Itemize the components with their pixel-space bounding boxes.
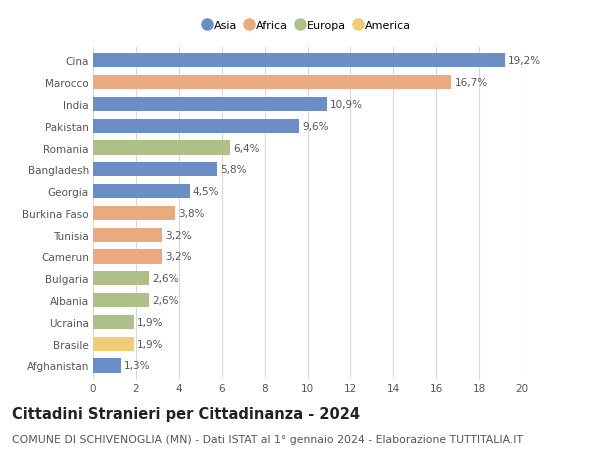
Bar — [93, 250, 161, 264]
Text: 9,6%: 9,6% — [302, 122, 329, 131]
Bar — [93, 228, 161, 242]
Text: 6,4%: 6,4% — [233, 143, 260, 153]
Text: 10,9%: 10,9% — [330, 100, 363, 110]
Text: 4,5%: 4,5% — [193, 187, 219, 197]
Text: 5,8%: 5,8% — [221, 165, 247, 175]
Text: COMUNE DI SCHIVENOGLIA (MN) - Dati ISTAT al 1° gennaio 2024 - Elaborazione TUTTI: COMUNE DI SCHIVENOGLIA (MN) - Dati ISTAT… — [12, 434, 523, 444]
Text: 1,9%: 1,9% — [137, 339, 163, 349]
Bar — [93, 272, 149, 285]
Text: 16,7%: 16,7% — [454, 78, 488, 88]
Bar — [93, 207, 175, 220]
Bar — [93, 185, 190, 199]
Bar — [93, 76, 451, 90]
Bar — [93, 358, 121, 373]
Bar — [93, 337, 134, 351]
Text: 2,6%: 2,6% — [152, 296, 178, 305]
Legend: Asia, Africa, Europa, America: Asia, Africa, Europa, America — [199, 16, 416, 35]
Text: 3,8%: 3,8% — [178, 208, 204, 218]
Text: 1,9%: 1,9% — [137, 317, 163, 327]
Text: 3,2%: 3,2% — [165, 230, 191, 240]
Text: 1,3%: 1,3% — [124, 361, 151, 370]
Bar — [93, 54, 505, 68]
Text: Cittadini Stranieri per Cittadinanza - 2024: Cittadini Stranieri per Cittadinanza - 2… — [12, 406, 360, 421]
Bar — [93, 293, 149, 308]
Text: 3,2%: 3,2% — [165, 252, 191, 262]
Bar — [93, 163, 217, 177]
Bar — [93, 315, 134, 329]
Bar — [93, 98, 327, 112]
Bar — [93, 141, 230, 155]
Bar — [93, 119, 299, 134]
Text: 19,2%: 19,2% — [508, 56, 541, 66]
Text: 2,6%: 2,6% — [152, 274, 178, 284]
